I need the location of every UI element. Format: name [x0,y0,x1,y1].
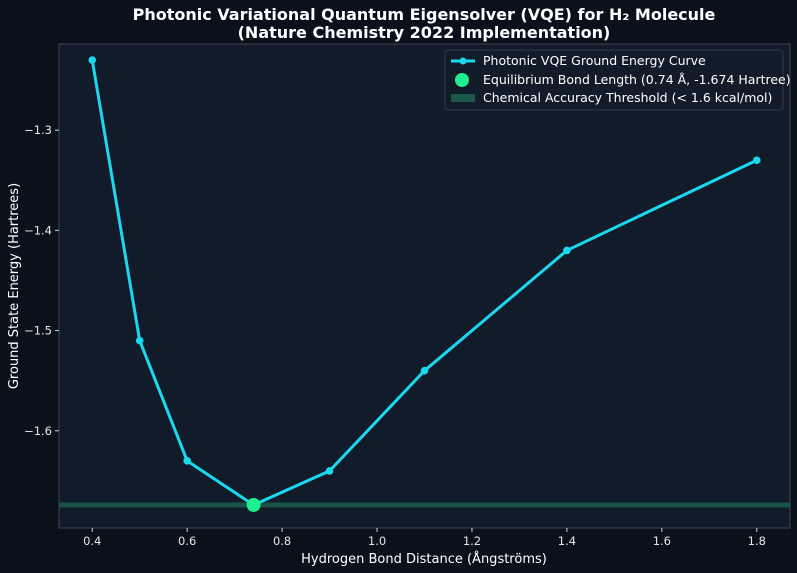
chart-subtitle: (Nature Chemistry 2022 Implementation) [238,23,611,42]
x-axis-label: Hydrogen Bond Distance (Ångströms) [301,551,547,567]
series-layer [88,56,761,512]
series-line [90,58,759,507]
y-tick-label: −1.3 [24,123,52,137]
data-point [563,246,571,255]
y-tick-label: −1.6 [24,424,52,438]
x-tick-label: 1.4 [558,534,576,548]
x-tick-label: 0.4 [83,534,101,548]
data-point [135,336,144,345]
legend-label-equilibrium: Equilibrium Bond Length (0.74 Å, -1.674 … [483,72,791,87]
legend-line-marker [459,57,467,65]
y-axis-label: Ground State Energy (Hartrees) [7,183,22,389]
data-point [420,366,429,375]
equilibrium-point [246,497,261,512]
data-point [183,457,191,465]
legend-box [444,49,784,111]
data-point [752,156,761,165]
data-point [325,467,334,475]
chemical-accuracy-band [59,502,790,508]
x-tick-label: 1.6 [653,534,671,548]
axes-layer: 0.4 0.6 0.8 1.0 1.2 1.4 1.6 1.8 −1.3 −1.4 −1.5 −1.6 [24,123,766,548]
legend-point-swatch [455,73,469,87]
x-tick-label: 1.8 [748,534,766,548]
data-point [88,56,97,64]
y-tick-label: −1.5 [24,324,52,338]
x-tick-label: 1.2 [463,534,481,548]
legend-label-threshold: Chemical Accuracy Threshold (< 1.6 kcal/… [483,90,772,105]
legend: Photonic VQE Ground Energy Curve Equilib… [444,49,791,111]
x-tick-label: 0.6 [178,534,196,548]
y-tick-label: −1.4 [24,223,52,237]
x-tick-label: 1.0 [368,534,386,548]
legend-band-swatch [451,94,475,102]
chart-title: Photonic Variational Quantum Eigensolver… [133,5,716,24]
legend-label-series: Photonic VQE Ground Energy Curve [483,53,706,68]
plot-area [58,43,791,529]
x-tick-label: 0.8 [273,534,291,548]
threshold-band-layer [59,502,790,508]
